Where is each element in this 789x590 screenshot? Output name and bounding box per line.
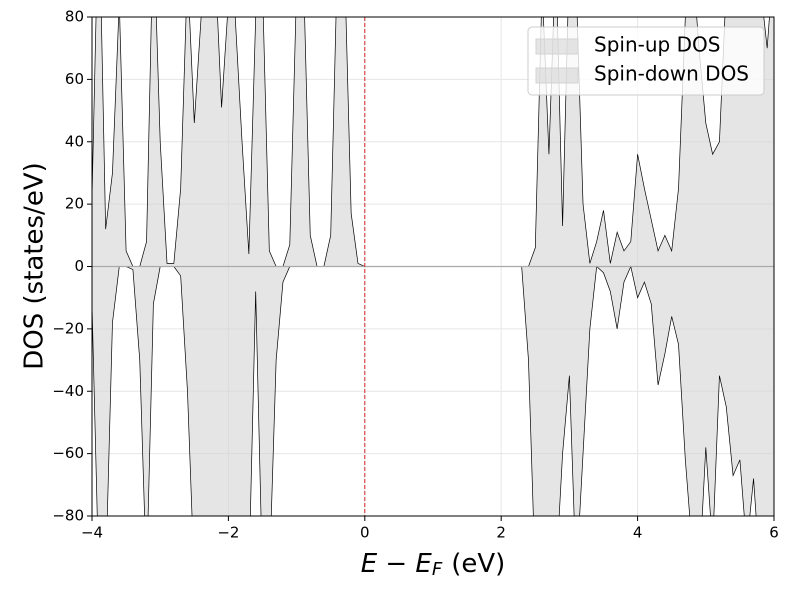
y-tick-label: 40 bbox=[65, 132, 84, 150]
x-label-unit: (eV) bbox=[451, 549, 505, 579]
dos-area bbox=[92, 266, 774, 516]
legend-label: Spin-up DOS bbox=[594, 33, 720, 57]
y-tick-label: −40 bbox=[52, 382, 84, 400]
x-tick-label: 4 bbox=[633, 524, 643, 542]
legend-box bbox=[527, 26, 765, 96]
legend-swatch bbox=[535, 67, 579, 84]
x-tick-label: −2 bbox=[217, 524, 239, 542]
x-tick-label: −4 bbox=[81, 524, 103, 542]
y-tick-label: 60 bbox=[65, 70, 84, 88]
x-label-subscript: F bbox=[432, 559, 443, 580]
x-axis-label: E − EF (eV) bbox=[361, 549, 506, 581]
legend-swatch bbox=[535, 38, 579, 55]
x-tick-label: 6 bbox=[769, 524, 779, 542]
legend-label: Spin-down DOS bbox=[594, 62, 749, 86]
y-tick-label: −60 bbox=[52, 444, 84, 462]
y-tick-label: 0 bbox=[74, 257, 84, 275]
y-tick-label: −20 bbox=[52, 319, 84, 337]
dos-area bbox=[92, 17, 774, 267]
x-tick-label: 2 bbox=[496, 524, 506, 542]
x-label-math: E − E bbox=[361, 549, 433, 579]
y-tick-label: 80 bbox=[65, 8, 84, 26]
y-tick-label: 20 bbox=[65, 195, 84, 213]
x-tick-label: 0 bbox=[360, 524, 370, 542]
plot-area bbox=[92, 17, 774, 516]
y-tick-label: −80 bbox=[52, 507, 84, 525]
y-axis-label: DOS (states/eV) bbox=[20, 162, 50, 370]
